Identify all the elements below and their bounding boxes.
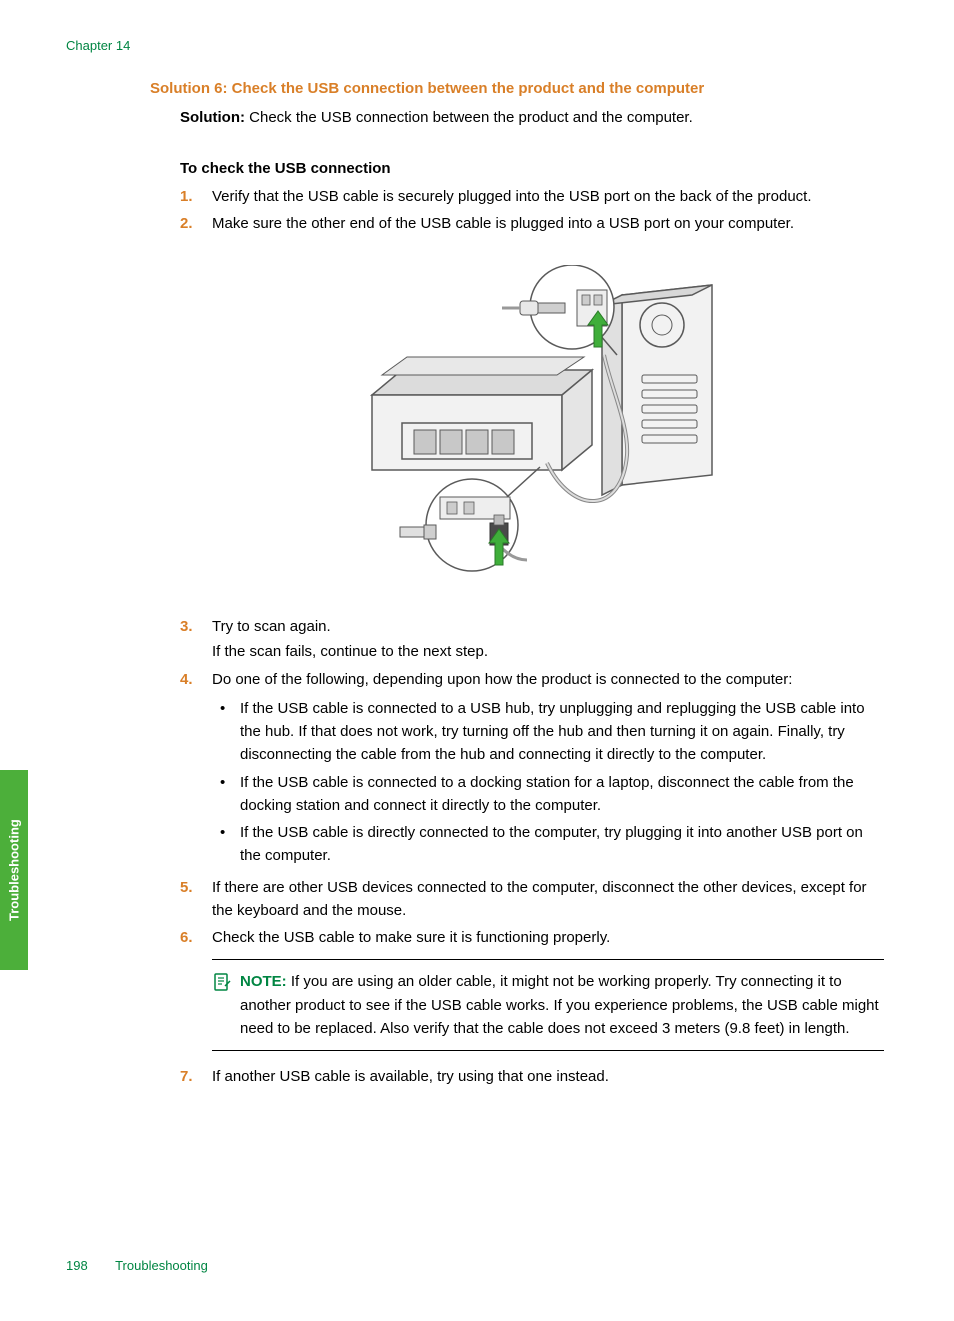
step-num: 2. <box>180 212 212 235</box>
page-number: 198 <box>66 1258 88 1273</box>
step-3-sub: If the scan fails, continue to the next … <box>212 640 884 663</box>
solution-label: Solution: <box>180 109 245 126</box>
step-6: 6. Check the USB cable to make sure it i… <box>180 926 884 1061</box>
step-text: If another USB cable is available, try u… <box>212 1065 884 1088</box>
step-num: 3. <box>180 615 212 664</box>
step-2: 2. Make sure the other end of the USB ca… <box>180 212 884 235</box>
bullet-dot-icon: • <box>212 821 240 868</box>
steps-list: 1. Verify that the USB cable is securely… <box>180 185 884 1089</box>
bullet-item: • If the USB cable is directly connected… <box>212 821 884 868</box>
step-4: 4. Do one of the following, depending up… <box>180 668 884 872</box>
note-body: If you are using an older cable, it migh… <box>240 973 879 1037</box>
step-7: 7. If another USB cable is available, tr… <box>180 1065 884 1088</box>
check-title: To check the USB connection <box>180 160 884 177</box>
main-content: Solution 6: Check the USB connection bet… <box>150 80 884 1092</box>
step-text: Do one of the following, depending upon … <box>212 668 884 872</box>
bullet-text: If the USB cable is connected to a USB h… <box>240 697 884 767</box>
solution-title: Solution 6: Check the USB connection bet… <box>150 80 884 97</box>
note-content: NOTE: If you are using an older cable, i… <box>240 970 884 1040</box>
step-text: Make sure the other end of the USB cable… <box>212 212 884 235</box>
side-tab-troubleshooting: Troubleshooting <box>0 770 28 970</box>
step-text: Check the USB cable to make sure it is f… <box>212 926 884 1061</box>
bullet-text: If the USB cable is connected to a docki… <box>240 771 884 818</box>
step-5: 5. If there are other USB devices connec… <box>180 876 884 923</box>
step-6-text: Check the USB cable to make sure it is f… <box>212 929 610 946</box>
step-num: 1. <box>180 185 212 208</box>
step-3-text: Try to scan again. <box>212 618 331 635</box>
note-label: NOTE: <box>240 973 287 990</box>
bullet-text: If the USB cable is directly connected t… <box>240 821 884 868</box>
bullet-dot-icon: • <box>212 771 240 818</box>
step-3: 3. Try to scan again. If the scan fails,… <box>180 615 884 664</box>
note-icon <box>212 970 240 1040</box>
step-1: 1. Verify that the USB cable is securely… <box>180 185 884 208</box>
step-text: If there are other USB devices connected… <box>212 876 884 923</box>
solution-line: Solution: Check the USB connection betwe… <box>180 107 884 130</box>
step-num: 4. <box>180 668 212 872</box>
note-box: NOTE: If you are using an older cable, i… <box>212 959 884 1051</box>
step-num: 6. <box>180 926 212 1061</box>
solution-body: Check the USB connection between the pro… <box>249 109 693 126</box>
bullet-dot-icon: • <box>212 697 240 767</box>
usb-connection-diagram <box>342 265 722 575</box>
chapter-header: Chapter 14 <box>66 38 130 53</box>
step-text: Try to scan again. If the scan fails, co… <box>212 615 884 664</box>
step-num: 7. <box>180 1065 212 1088</box>
bullet-item: • If the USB cable is connected to a doc… <box>212 771 884 818</box>
step-4-text: Do one of the following, depending upon … <box>212 671 792 688</box>
bullet-item: • If the USB cable is connected to a USB… <box>212 697 884 767</box>
step-text: Verify that the USB cable is securely pl… <box>212 185 884 208</box>
step-num: 5. <box>180 876 212 923</box>
footer-section: Troubleshooting <box>115 1258 208 1273</box>
page-footer: 198 Troubleshooting <box>66 1258 208 1273</box>
step-4-bullets: • If the USB cable is connected to a USB… <box>212 697 884 868</box>
